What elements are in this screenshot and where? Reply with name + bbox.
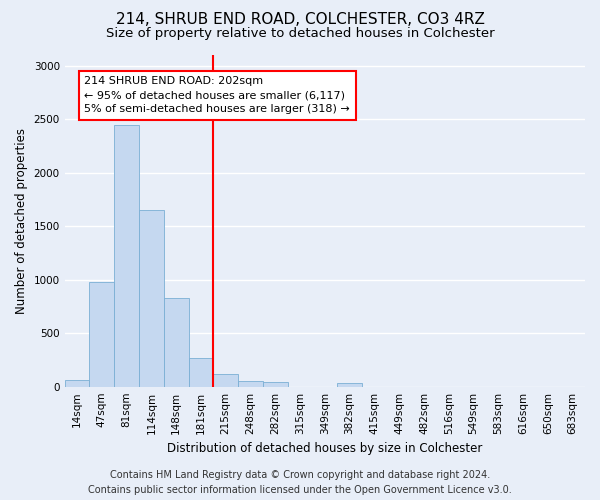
Bar [188, 358, 214, 386]
Text: 214 SHRUB END ROAD: 202sqm
← 95% of detached houses are smaller (6,117)
5% of se: 214 SHRUB END ROAD: 202sqm ← 95% of deta… [85, 76, 350, 114]
Bar [164, 298, 188, 386]
Bar [139, 210, 164, 386]
X-axis label: Distribution of detached houses by size in Colchester: Distribution of detached houses by size … [167, 442, 482, 455]
Bar [238, 381, 263, 386]
Text: 214, SHRUB END ROAD, COLCHESTER, CO3 4RZ: 214, SHRUB END ROAD, COLCHESTER, CO3 4RZ [116, 12, 484, 28]
Bar [89, 282, 114, 387]
Bar [263, 382, 287, 386]
Bar [214, 374, 238, 386]
Bar [337, 384, 362, 386]
Text: Contains HM Land Registry data © Crown copyright and database right 2024.
Contai: Contains HM Land Registry data © Crown c… [88, 470, 512, 495]
Bar [114, 124, 139, 386]
Text: Size of property relative to detached houses in Colchester: Size of property relative to detached ho… [106, 28, 494, 40]
Y-axis label: Number of detached properties: Number of detached properties [15, 128, 28, 314]
Bar [65, 380, 89, 386]
